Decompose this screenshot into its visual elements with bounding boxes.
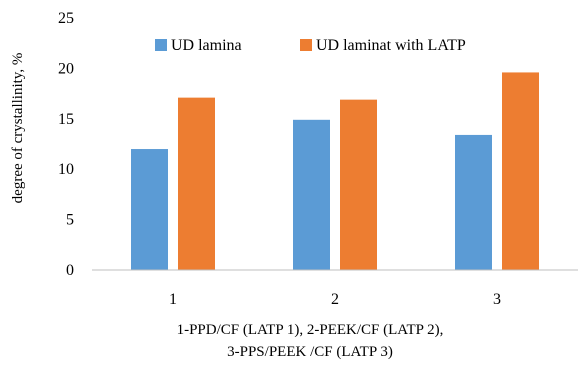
bar-ud-laminat-with-latp-3 [502, 72, 539, 270]
legend-swatch-ud-lamina [155, 39, 167, 51]
x-tick-label: 3 [493, 291, 501, 308]
y-tick-label: 5 [66, 212, 74, 229]
y-axis-label: degree of crystallinity, % [10, 53, 26, 204]
x-axis-label-line-2: 3-PPS/PEEK /CF (LATP 3) [227, 344, 393, 360]
x-tick-label: 1 [169, 291, 177, 308]
legend-label-ud-lamina: UD lamina [171, 37, 242, 54]
legend-swatch-ud-laminat-with-latp [300, 39, 312, 51]
x-tick-label: 2 [331, 291, 339, 308]
legend: UD lamina UD laminat with LATP [155, 37, 466, 54]
bars [131, 72, 539, 271]
x-axis-label-line-1: 1-PPD/CF (LATP 1), 2-PEEK/CF (LATP 2), [177, 322, 444, 338]
y-tick-label: 10 [58, 161, 74, 178]
bar-ud-laminat-with-latp-1 [178, 97, 215, 271]
y-axis-ticks: 0 5 10 15 20 25 [58, 10, 74, 279]
legend-label-ud-laminat-with-latp: UD laminat with LATP [316, 37, 466, 54]
y-tick-label: 25 [58, 10, 74, 27]
y-tick-label: 15 [58, 111, 74, 128]
y-tick-label: 20 [58, 60, 74, 77]
bar-ud-laminat-with-latp-2 [340, 99, 377, 270]
bar-ud-lamina-1 [131, 149, 168, 270]
y-tick-label: 0 [66, 262, 74, 279]
x-axis-ticks: 1 2 3 [169, 291, 501, 308]
bar-ud-lamina-2 [293, 119, 330, 270]
bar-ud-lamina-3 [455, 134, 492, 270]
